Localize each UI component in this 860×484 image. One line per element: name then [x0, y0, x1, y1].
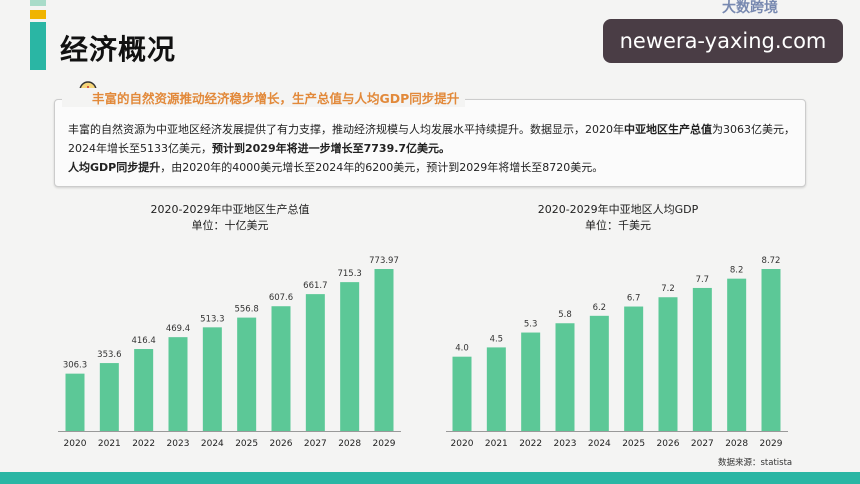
data-label-2024: 6.2 [593, 303, 607, 313]
page-title: 经济概况 [60, 33, 177, 66]
text: ，由2020年的4000美元增长至2024年的6200美元，预计到2029年将增… [160, 161, 604, 174]
bold-text: 人均GDP同步提升 [68, 161, 161, 174]
summary-box [54, 99, 806, 187]
data-label-2020: 306.3 [63, 361, 87, 371]
x-tick-2025: 2025 [235, 439, 258, 449]
bar-2027 [305, 294, 325, 431]
x-tick-2020: 2020 [64, 439, 87, 449]
chart-2-heading: 2020-2029年中亚地区人均GDP 单位：千美元 [518, 202, 718, 234]
x-tick-2023: 2023 [554, 439, 577, 449]
x-tick-2028: 2028 [338, 439, 361, 449]
bar-2021 [99, 363, 119, 431]
x-tick-2029: 2029 [760, 439, 783, 449]
x-tick-2022: 2022 [519, 439, 542, 449]
text: 2024年增长至5133亿美元， [68, 142, 212, 155]
bar-2029 [761, 269, 781, 431]
deco-stripe-mid [30, 10, 46, 19]
data-label-2029: 8.72 [762, 256, 781, 266]
chart-1-title: 2020-2029年中亚地区生产总值 [150, 203, 310, 216]
data-label-2027: 661.7 [303, 281, 327, 291]
x-tick-2021: 2021 [98, 439, 121, 449]
x-tick-2024: 2024 [588, 439, 611, 449]
bar-2029 [374, 269, 394, 431]
bar-2022 [521, 332, 541, 431]
bar-2028 [340, 282, 360, 431]
summary-heading: 丰富的自然资源推动经济稳步增长，生产总值与人均GDP同步提升 [62, 88, 466, 107]
data-label-2020: 4.0 [455, 344, 469, 354]
bar-2028 [727, 278, 747, 431]
x-tick-2027: 2027 [691, 439, 714, 449]
deco-stripe-main [30, 22, 46, 70]
bold-text: 预计到2029年将进一步增长至7739.7亿美元。 [212, 142, 451, 155]
data-source: 数据来源：statista [718, 458, 793, 468]
watermark: newera-yaxing.com [603, 19, 843, 63]
bar-2022 [134, 349, 154, 431]
bar-2020 [65, 373, 85, 431]
data-label-2026: 607.6 [269, 293, 293, 303]
data-label-2022: 5.3 [524, 320, 538, 330]
chart-1-heading: 2020-2029年中亚地区生产总值 单位：十亿美元 [130, 202, 330, 234]
chart-2-title: 2020-2029年中亚地区人均GDP [537, 203, 699, 216]
data-label-2023: 469.4 [166, 324, 190, 334]
x-tick-2027: 2027 [304, 439, 327, 449]
x-tick-2029: 2029 [373, 439, 396, 449]
x-tick-2025: 2025 [622, 439, 645, 449]
data-label-2028: 715.3 [337, 269, 361, 279]
data-label-2023: 5.8 [558, 310, 572, 320]
x-tick-2024: 2024 [201, 439, 224, 449]
x-tick-2022: 2022 [132, 439, 155, 449]
x-tick-2028: 2028 [725, 439, 748, 449]
footer-bar [0, 472, 860, 484]
summary-line-1: 丰富的自然资源为中亚地区经济发展提供了有力支撑，推动经济规模与人均发展水平持续提… [68, 121, 795, 137]
bar-2025 [237, 317, 257, 431]
data-label-2025: 6.7 [627, 294, 641, 304]
text: 为3063亿美元， [712, 123, 795, 136]
x-tick-2026: 2026 [657, 439, 680, 449]
bar-2026 [271, 306, 291, 431]
x-tick-2021: 2021 [485, 439, 508, 449]
x-tick-2020: 2020 [451, 439, 474, 449]
chart-2-subtitle: 单位：千美元 [585, 219, 651, 232]
summary-line-3: 人均GDP同步提升，由2020年的4000美元增长至2024年的6200美元，预… [68, 159, 603, 175]
bar-2023 [555, 323, 575, 431]
bar-2025 [624, 306, 644, 431]
bar-2024 [589, 315, 609, 431]
bar-2024 [202, 327, 222, 431]
data-label-2021: 353.6 [97, 350, 121, 360]
chart-1-subtitle: 单位：十亿美元 [191, 219, 269, 232]
data-label-2028: 8.2 [730, 266, 744, 276]
text: 丰富的自然资源为中亚地区经济发展提供了有力支撑，推动经济规模与人均发展水平持续提… [68, 123, 624, 136]
data-label-2026: 7.2 [661, 284, 675, 294]
data-label-2022: 416.4 [131, 336, 155, 346]
data-label-2029: 773.97 [369, 256, 399, 266]
x-tick-2026: 2026 [270, 439, 293, 449]
data-label-2024: 513.3 [200, 314, 224, 324]
bar-2020 [452, 356, 472, 431]
bar-2027 [692, 287, 712, 431]
bar-2023 [168, 337, 188, 431]
bar-2026 [658, 297, 678, 431]
data-label-2027: 7.7 [696, 275, 710, 285]
x-tick-2023: 2023 [167, 439, 190, 449]
bar-2021 [486, 347, 506, 431]
data-label-2021: 4.5 [490, 334, 504, 344]
watermark-logo: 大数跨境 [722, 0, 778, 16]
data-label-2025: 556.8 [234, 305, 258, 315]
deco-stripe-top [30, 0, 46, 6]
summary-line-2: 2024年增长至5133亿美元，预计到2029年将进一步增长至7739.7亿美元… [68, 140, 450, 156]
bold-text: 中亚地区生产总值 [624, 123, 712, 136]
